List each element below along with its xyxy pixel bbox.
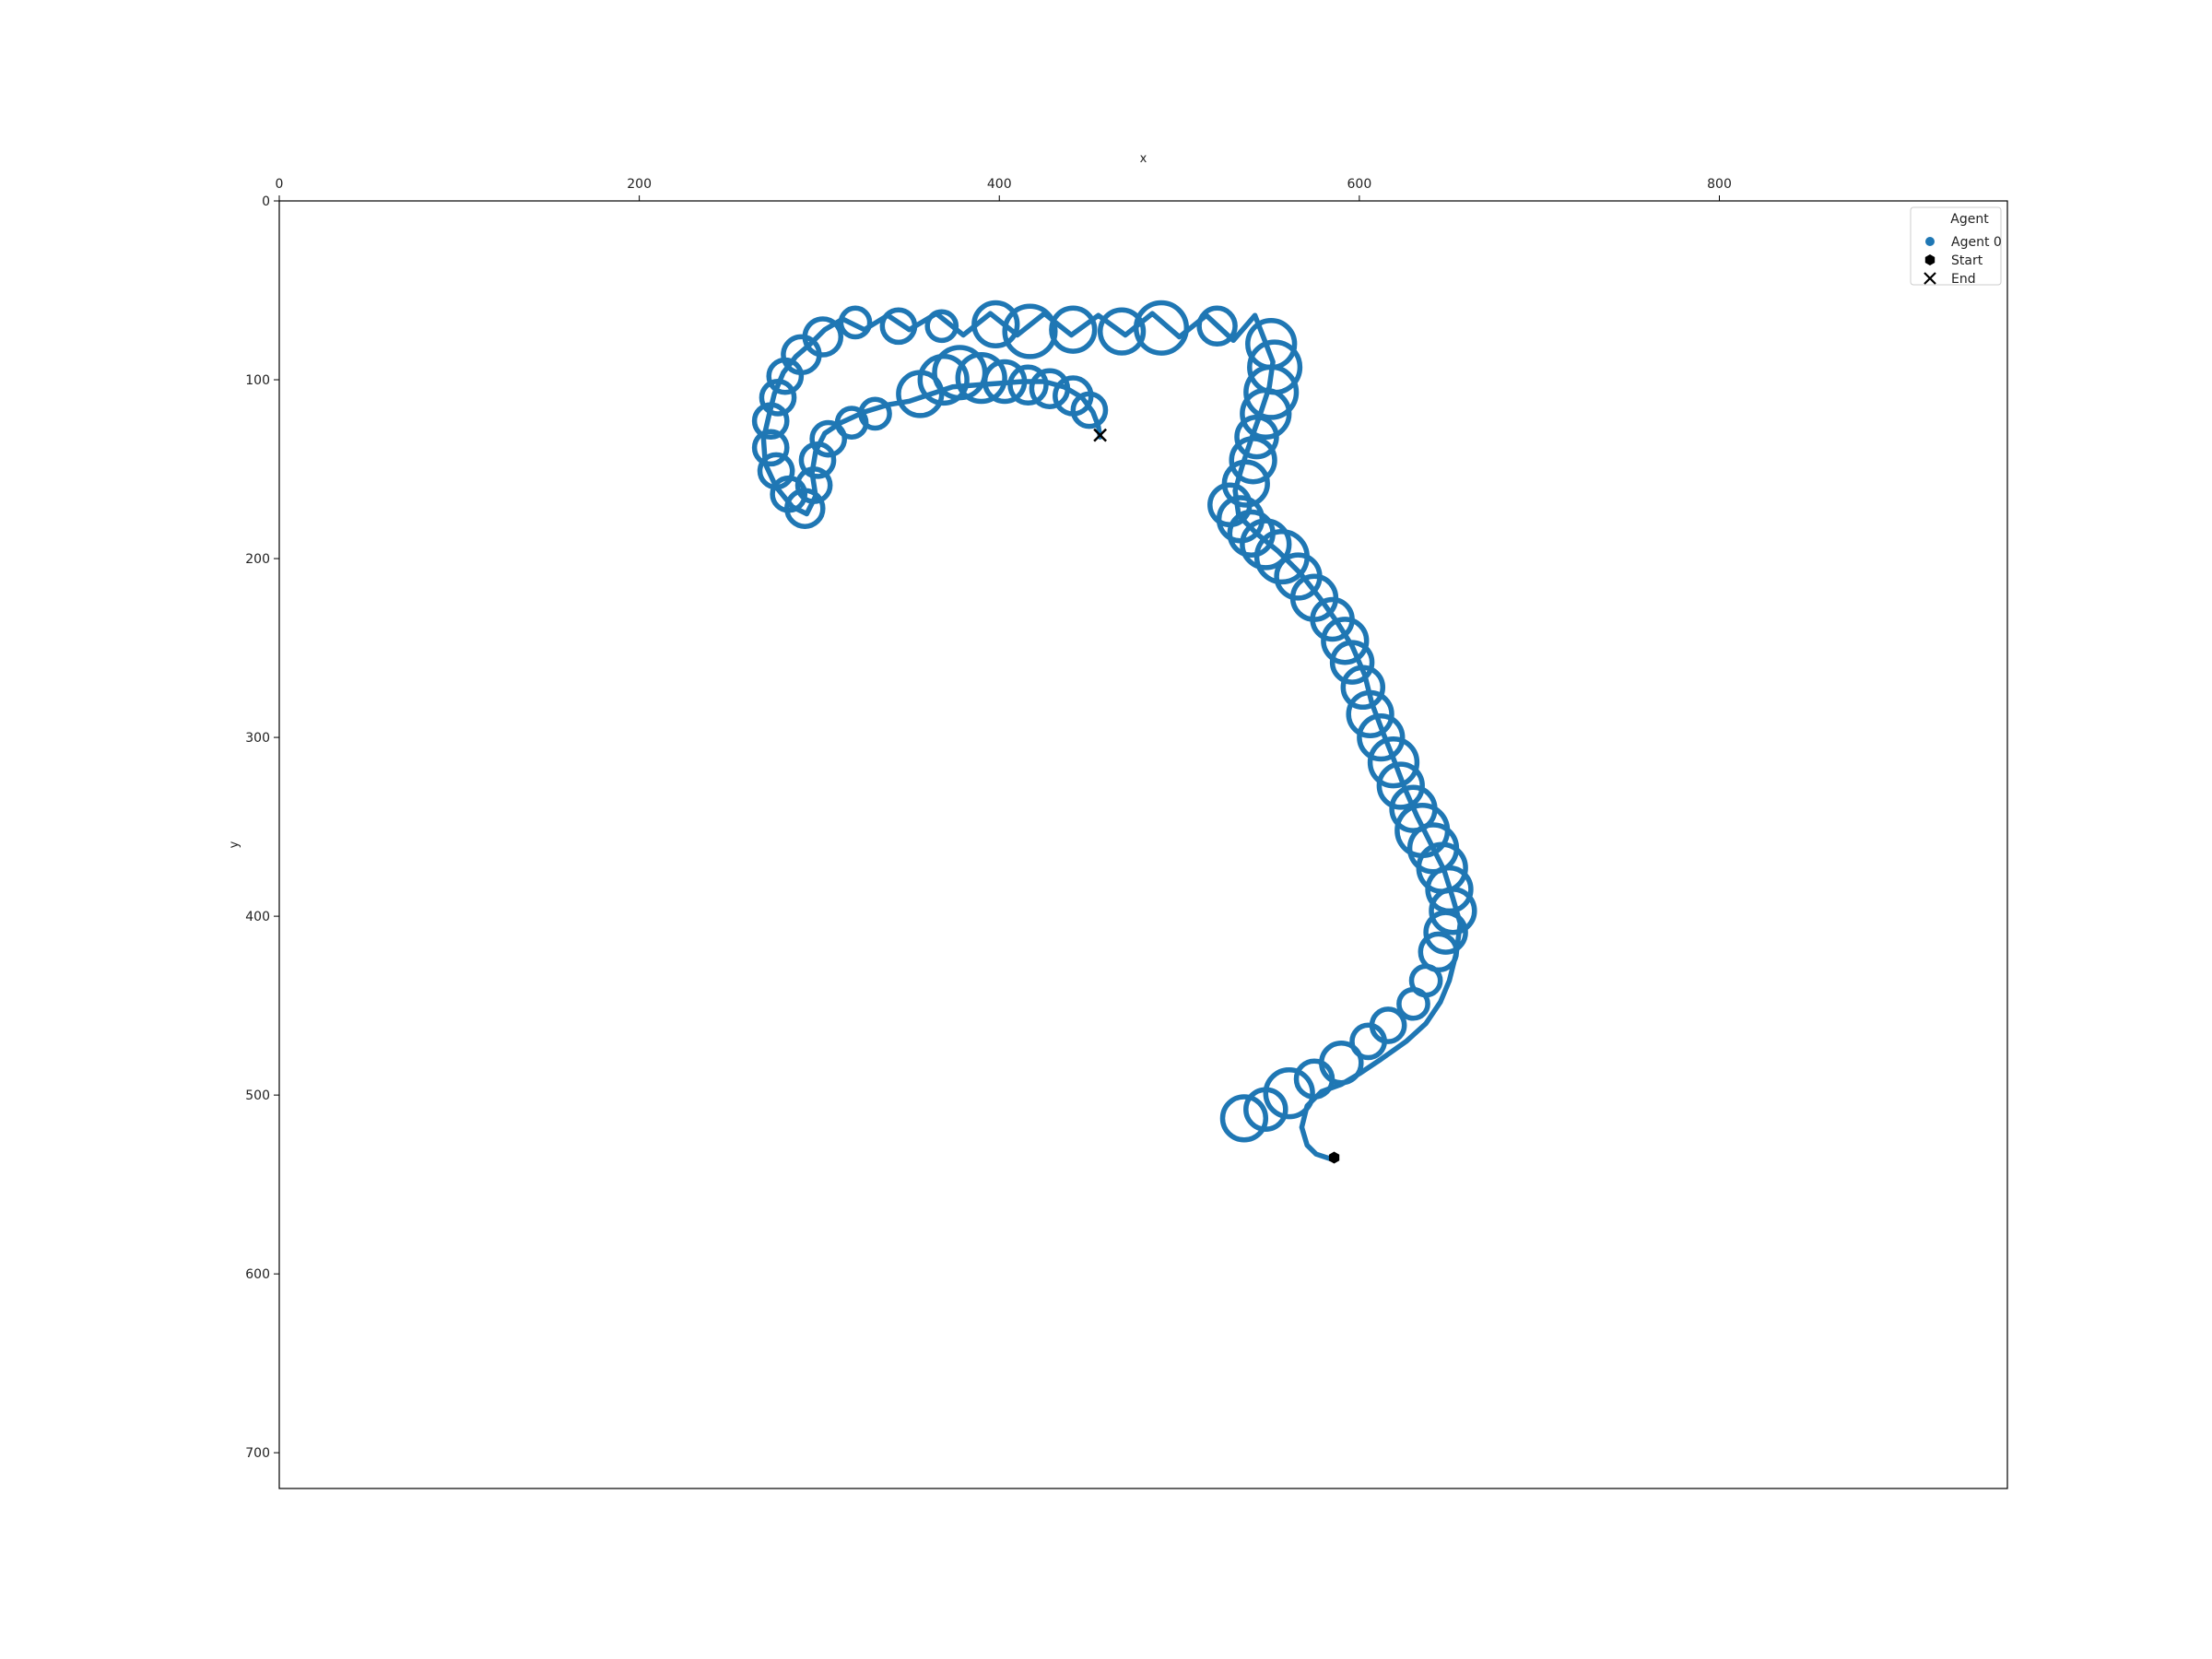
start-marker [1329,1152,1339,1164]
legend-label: Agent 0 [1951,235,2002,250]
trajectory-loop [1223,1097,1266,1140]
x-tick-label: 800 [1707,177,1732,192]
axes-frame [279,201,2007,1488]
y-axis-ticks: 0 100 200 300 400 500 600 700 [245,194,279,1461]
legend-label: Start [1951,253,1983,268]
legend: Agent Agent 0 Start End [1911,207,2002,287]
y-tick-label: 0 [262,194,270,209]
trajectory-loop [882,310,914,342]
x-tick-label: 200 [627,177,652,192]
x-tick-label: 0 [276,177,284,192]
y-tick-label: 200 [245,552,270,567]
legend-label: End [1951,272,1976,287]
y-tick-label: 500 [245,1088,270,1103]
legend-marker-circle [1925,237,1935,246]
x-tick-label: 400 [987,177,1012,192]
agent-0-trajectory [755,303,1475,1160]
y-tick-label: 600 [245,1267,270,1282]
trajectory-loop [1052,308,1095,351]
y-tick-label: 100 [245,373,270,388]
y-tick-label: 300 [245,731,270,746]
x-axis-label: x [1140,152,1147,166]
x-axis-ticks: 0 200 400 600 800 [276,177,1732,201]
legend-title: Agent [1950,212,1989,227]
x-tick-label: 600 [1347,177,1372,192]
y-tick-label: 400 [245,910,270,924]
trajectory-loop [1230,512,1273,556]
y-tick-label: 700 [245,1446,270,1461]
y-axis-label: y [228,841,241,848]
